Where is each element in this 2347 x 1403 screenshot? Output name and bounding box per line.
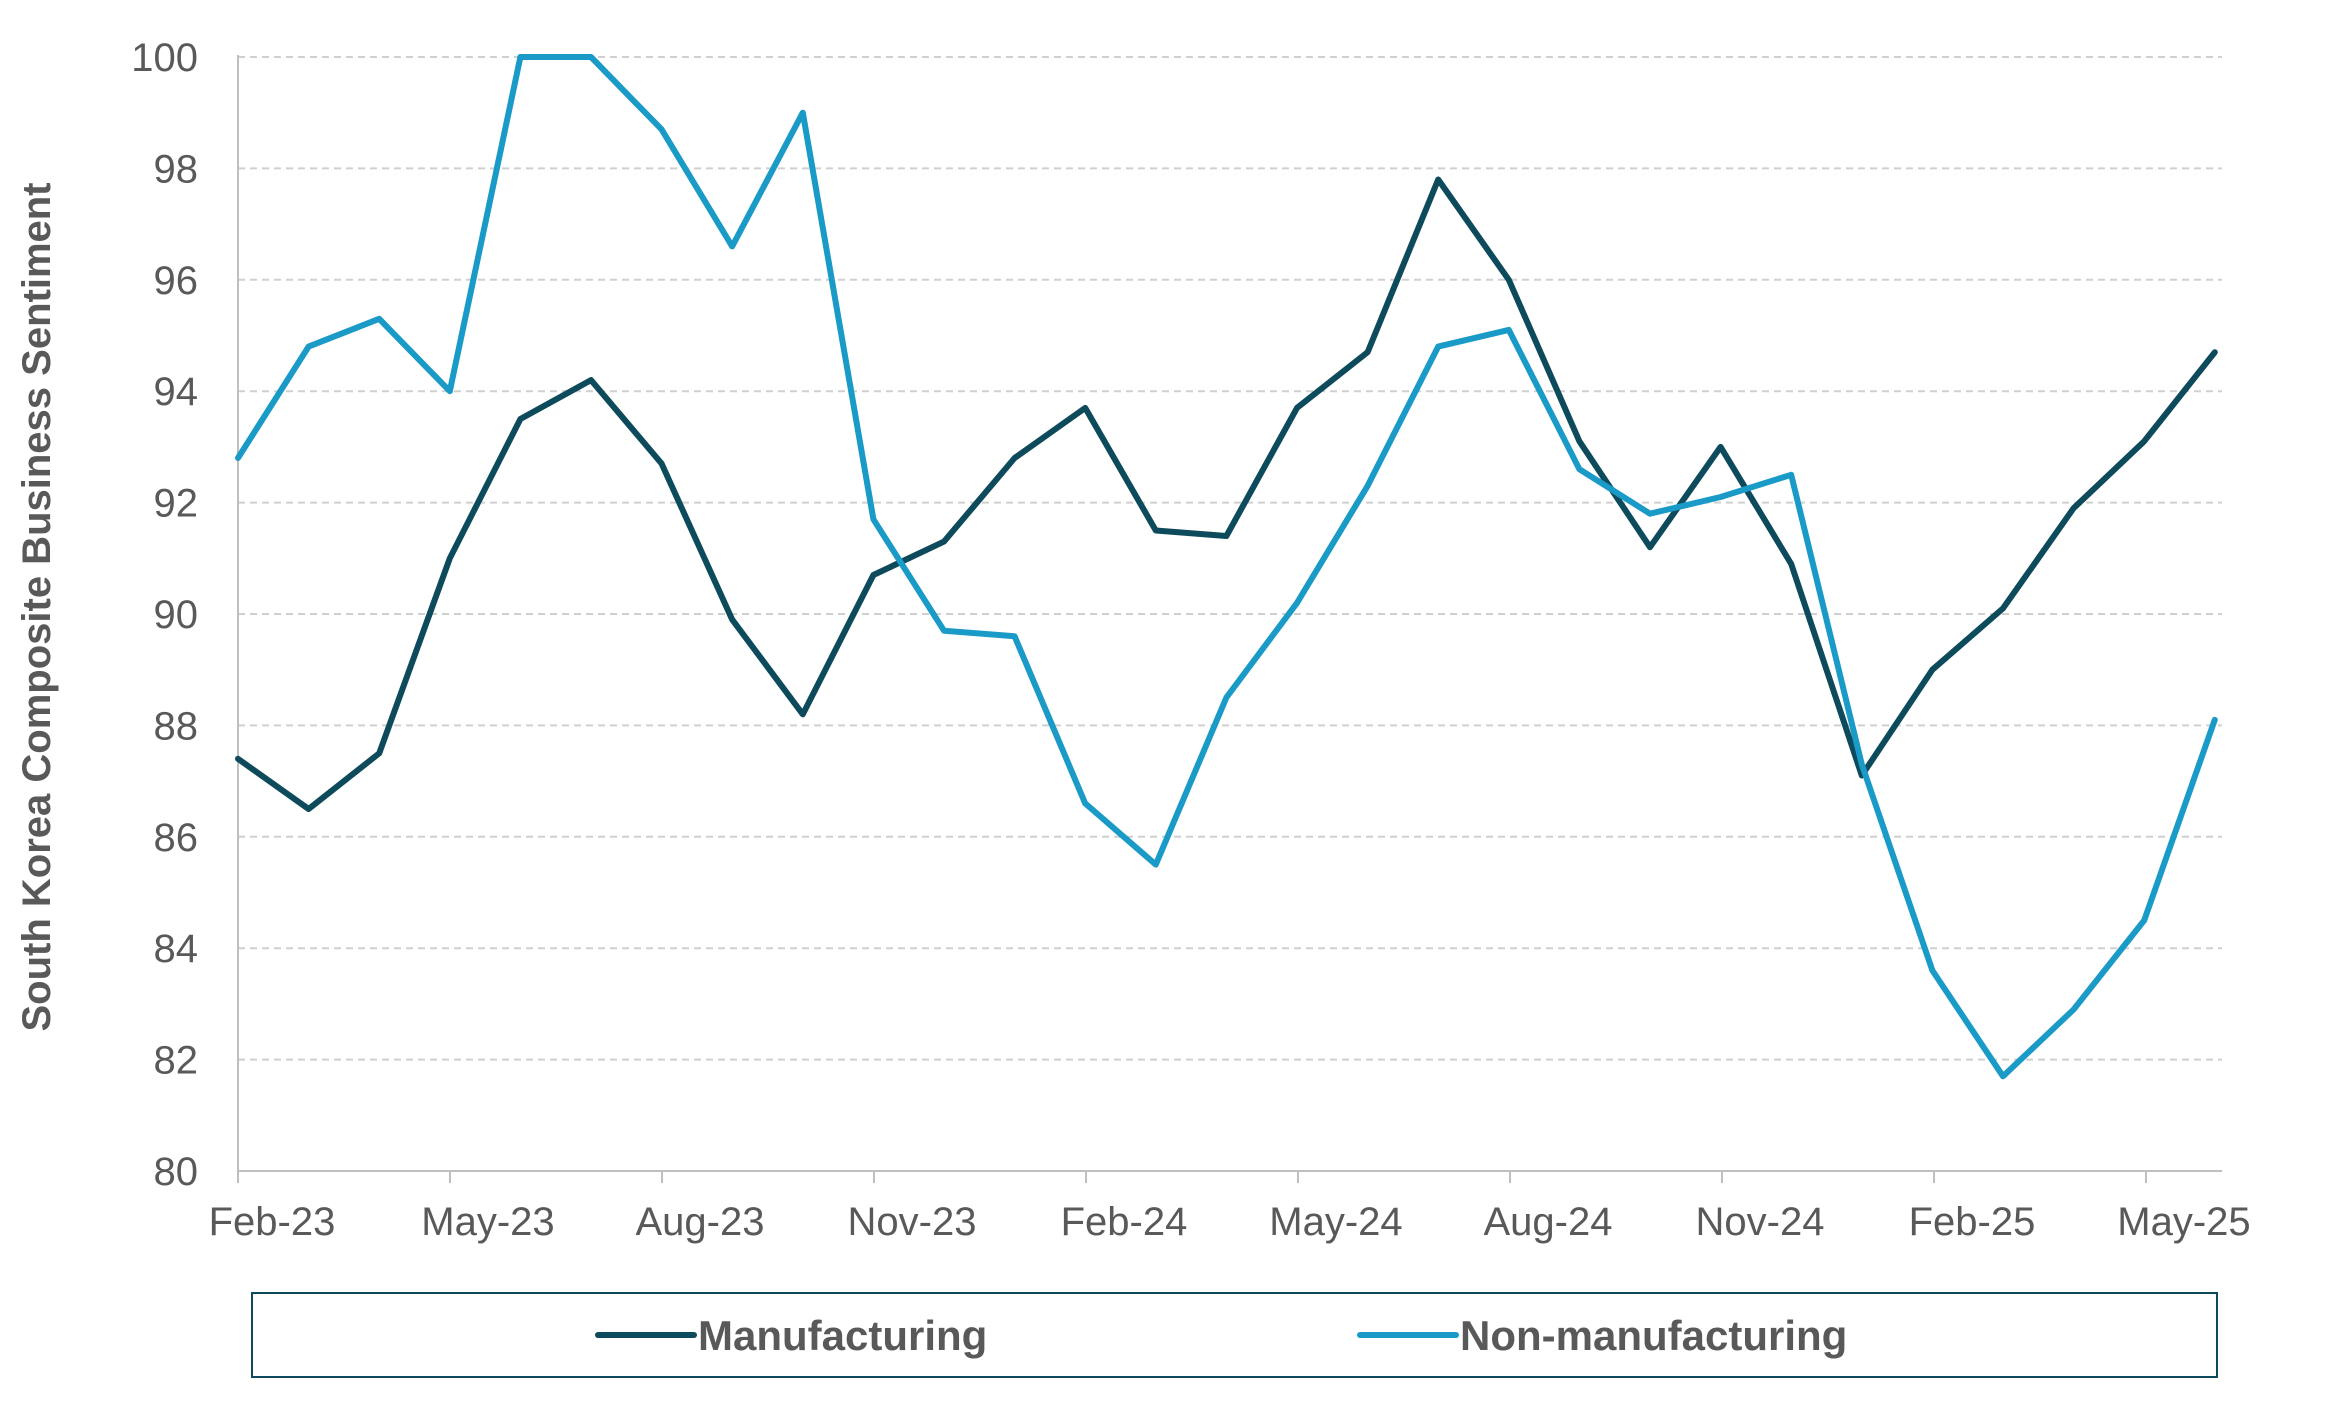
x-tick-label: Nov-23 xyxy=(848,1200,977,1244)
x-tick-label: May-23 xyxy=(421,1200,554,1244)
x-tick-label: May-25 xyxy=(2117,1200,2250,1244)
y-tick-label: 88 xyxy=(154,704,199,748)
x-tick-label: Feb-24 xyxy=(1061,1200,1188,1244)
y-tick-label: 82 xyxy=(154,1039,199,1083)
x-tick-label: Nov-24 xyxy=(1696,1200,1825,1244)
y-axis-title: South Korea Composite Business Sentiment xyxy=(15,182,59,1031)
legend-label-non-manufacturing: Non-manufacturing xyxy=(1460,1312,1847,1359)
y-tick-label: 86 xyxy=(154,816,199,860)
y-tick-label: 96 xyxy=(154,259,199,303)
x-tick-label: Aug-23 xyxy=(636,1200,765,1244)
x-tick-label: Feb-23 xyxy=(209,1200,336,1244)
y-tick-label: 98 xyxy=(154,147,199,191)
y-tick-label: 94 xyxy=(154,370,199,414)
y-tick-label: 92 xyxy=(154,482,199,526)
x-tick-label: Aug-24 xyxy=(1484,1200,1613,1244)
x-tick-label: May-24 xyxy=(1269,1200,1402,1244)
y-tick-label: 80 xyxy=(154,1150,199,1194)
y-tick-label: 100 xyxy=(131,36,198,80)
legend: Manufacturing Non-manufacturing xyxy=(251,1292,2218,1378)
x-tick-label: Feb-25 xyxy=(1909,1200,2036,1244)
axes: 80 82 84 86 88 90 92 94 96 98 100 Feb-23 May-23 Aug-2… xyxy=(131,36,2250,1244)
y-tick-label: 90 xyxy=(154,593,199,637)
y-tick-label: 84 xyxy=(154,927,199,971)
legend-label-manufacturing: Manufacturing xyxy=(698,1312,987,1359)
series-lines xyxy=(235,54,2218,1080)
gridlines xyxy=(238,56,2222,1061)
legend-box xyxy=(251,1292,2218,1378)
non-manufacturing-line xyxy=(235,54,2218,1080)
manufacturing-line xyxy=(235,176,2218,812)
